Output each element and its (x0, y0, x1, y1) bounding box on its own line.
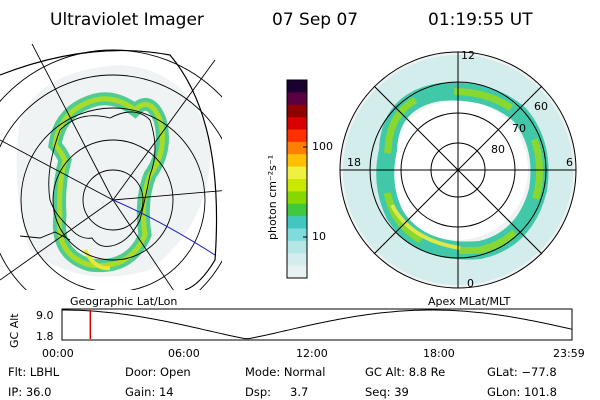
lat-circle-5 (0, 49, 222, 103)
colorbar-swatch (287, 92, 307, 106)
info-glon: GLon: 101.8 (487, 385, 557, 399)
colorbar-swatch (287, 80, 307, 93)
mlt-spoke-diag-2 (373, 85, 543, 255)
mlt-label-0: 0 (467, 277, 474, 290)
colorbar-swatch (287, 216, 307, 230)
altitude-curve (62, 309, 573, 340)
timeline-ymin: 1.8 (36, 330, 54, 343)
timeline-xtick-1: 06:00 (168, 347, 200, 360)
info-seq: Seq: 39 (365, 385, 409, 399)
colorbar-swatch (287, 129, 307, 143)
auroral-oval-core (381, 88, 544, 255)
mlat-label-60: 60 (534, 100, 548, 113)
info-glat: GLat: −77.8 (487, 365, 557, 379)
geographic-map-panel (0, 44, 222, 290)
info-dsp-label: Dsp: (245, 385, 271, 399)
colorbar-swatch (287, 265, 307, 279)
info-filter: Flt: LBHL (8, 365, 60, 379)
meridian-1 (31, 44, 114, 201)
lat-circle-3 (20, 107, 206, 290)
info-gc-alt: GC Alt: 8.8 Re (365, 365, 445, 379)
mlat-label-70: 70 (512, 122, 526, 135)
timeline-ymax: 9.0 (36, 309, 54, 322)
colorbar-unit-label: photon cm⁻²s⁻¹ (266, 155, 279, 240)
meridian-3 (112, 190, 222, 201)
instrument-title: Ultraviolet Imager (50, 10, 204, 30)
right-panel-label: Apex MLat/MLT (428, 295, 511, 308)
lat-circle-2 (52, 139, 174, 261)
timeline-frame (61, 308, 573, 341)
intensity-colorbar (286, 79, 308, 279)
mlt-label-12: 12 (461, 49, 475, 62)
meridian-6 (0, 139, 114, 201)
timeline-ylabel: GC Alt (8, 313, 21, 348)
date-label: 07 Sep 07 (272, 10, 358, 30)
auroral-bright-spot (83, 249, 111, 271)
info-mode: Mode: Normal (245, 365, 325, 379)
earth-limb (0, 49, 218, 290)
info-door: Door: Open (125, 365, 191, 379)
info-gain: Gain: 14 (125, 385, 174, 399)
mlt-label-18: 18 (347, 156, 361, 169)
colorbar-tick-10: 10 (312, 230, 326, 243)
colorbar-swatch (287, 141, 307, 155)
colorbar-swatch (287, 203, 307, 217)
terminator-line (112, 199, 216, 256)
timeline-xtick-2: 12:00 (296, 347, 328, 360)
colorbar-frame (286, 79, 308, 279)
info-ip: IP: 36.0 (8, 385, 51, 399)
lat-circle-1 (82, 169, 144, 231)
mlt-label-6: 6 (566, 156, 573, 169)
continent-outline (48, 111, 156, 247)
colorbar-swatch (287, 191, 307, 205)
colorbar-swatch (287, 179, 307, 192)
timeline-xtick-0: 00:00 (42, 347, 74, 360)
colorbar-swatch (287, 104, 307, 118)
meridian-5 (0, 199, 114, 281)
timeline-xtick-3: 18:00 (423, 347, 455, 360)
apex-polar-panel: 12 18 6 0 60 70 80 (339, 49, 577, 290)
colorbar-swatch (287, 253, 307, 267)
colorbar-swatch (287, 240, 307, 254)
time-label: 01:19:55 UT (428, 10, 533, 30)
meridian-4 (112, 199, 174, 290)
meridian-2 (112, 59, 216, 201)
info-dsp-value: 3.7 (290, 385, 308, 399)
colorbar-swatch (287, 228, 307, 242)
colorbar-tick-100: 100 (312, 140, 333, 153)
left-panel-label: Geographic Lat/Lon (70, 295, 177, 308)
lat-circle-4 (0, 74, 222, 290)
mlat-label-80: 80 (491, 143, 505, 156)
colorbar-swatch (287, 166, 307, 180)
colorbar-swatch (287, 154, 307, 168)
altitude-timeline (61, 308, 573, 341)
colorbar-swatch (287, 117, 307, 131)
timeline-xtick-4: 23:59 (553, 347, 585, 360)
auroral-bright-spot (390, 204, 461, 250)
